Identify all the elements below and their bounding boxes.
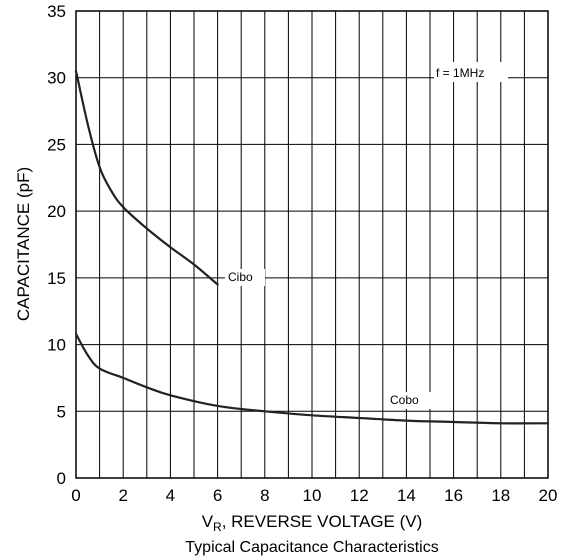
x-tick-label: 16 [444,486,463,505]
frequency-annotation: f = 1MHz [436,66,484,80]
y-tick-label: 5 [57,402,66,421]
x-tick-label: 20 [539,486,558,505]
series-line-cibo [74,69,219,286]
y-tick-label: 10 [47,336,66,355]
series-label-bg-cobo [387,392,433,409]
x-tick-label: 0 [71,486,80,505]
x-axis-title: VR, REVERSE VOLTAGE (V) [202,512,423,534]
plot-frame [75,10,549,479]
series-label-bg-cibo [225,269,265,286]
x-axis-title-rest: , REVERSE VOLTAGE (V) [222,512,423,531]
x-axis-title-subscript: R [213,520,222,534]
x-tick-label: 2 [118,486,127,505]
series-label-cibo: Cibo [228,270,253,284]
x-axis-title-main: V [202,512,214,531]
series-line-cobo [74,332,550,425]
chart-caption: Typical Capacitance Characteristics [185,539,438,556]
x-tick-label: 6 [213,486,222,505]
x-tick-label: 18 [491,486,510,505]
series-labels: Cibo Cobo [225,269,433,409]
x-tick-label: 4 [166,486,175,505]
annotation-background [434,62,508,82]
y-tick-label: 20 [47,202,66,221]
x-tick-label: 8 [260,486,269,505]
y-tick-label: 15 [47,269,66,288]
x-tick-label: 14 [397,486,416,505]
y-tick-label: 35 [47,2,66,21]
x-tick-labels: 0 2 4 6 8 10 12 14 16 18 20 [71,486,557,505]
series-label-cobo: Cobo [390,393,419,407]
y-tick-label: 30 [47,69,66,88]
x-tick-label: 10 [303,486,322,505]
y-tick-label: 0 [57,469,66,488]
y-tick-label: 25 [47,135,66,154]
y-axis-title: CAPACITANCE (pF) [14,167,33,321]
x-tick-label: 12 [350,486,369,505]
series-group [74,69,550,425]
y-tick-labels: 0 5 10 15 20 25 30 35 [47,2,66,488]
